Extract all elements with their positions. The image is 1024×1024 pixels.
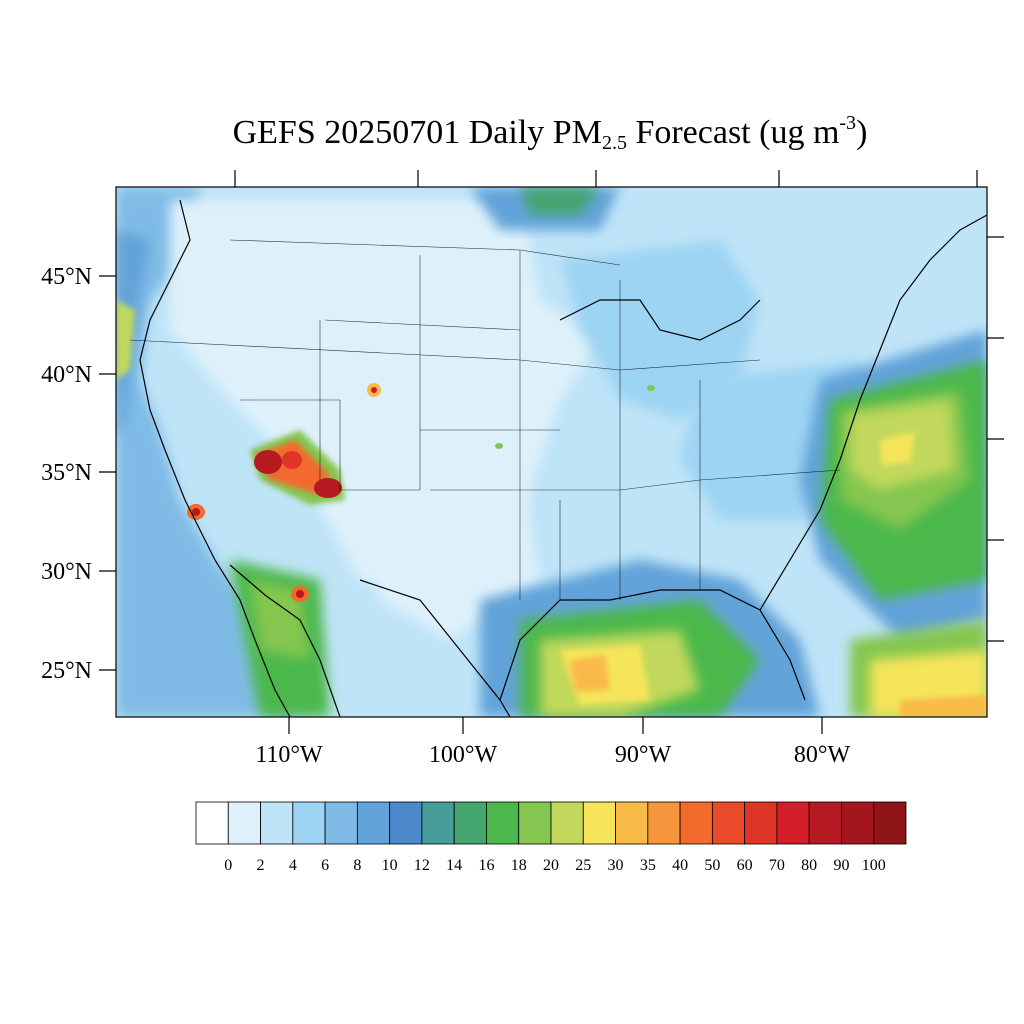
colorbar-label: 4 (289, 857, 297, 874)
colorbar-swatch (486, 801, 520, 845)
colorbar-label: 100 (862, 857, 886, 874)
colorbar-label: 10 (382, 857, 398, 874)
colorbar-label: 6 (321, 857, 329, 874)
lat-label-40: 40°N (41, 362, 92, 388)
colorbar-swatch (647, 801, 681, 845)
top-ticks (234, 170, 978, 187)
state-borders (129, 239, 841, 600)
colorbar-label: 2 (257, 857, 265, 874)
lat-label-45: 45°N (41, 264, 92, 290)
lon-label-90w: 90°W (615, 742, 672, 768)
colorbar-swatch (776, 801, 810, 845)
colorbar-label: 18 (511, 857, 527, 874)
colorbar-swatch (615, 801, 649, 845)
colorbar-swatch (711, 801, 746, 845)
colorbar-swatch (227, 801, 261, 845)
colorbar-label: 80 (801, 857, 817, 874)
colorbar-swatch (260, 801, 294, 845)
colorbar-swatch (324, 801, 358, 845)
colorbar-labels: 0 2 4 6 8 10 12 14 16 18 20 25 30 35 40 50 60 70 80 90 100 (224, 857, 885, 874)
colorbar-swatch (518, 801, 552, 845)
colorbar-swatch (744, 801, 778, 845)
title-end: ) (856, 114, 868, 151)
colorbar-label: 0 (224, 857, 232, 874)
lon-label-100w: 100°W (429, 742, 498, 768)
colorbar-swatch (292, 801, 326, 845)
colorbar-swatch (873, 801, 907, 845)
coastlines (139, 199, 987, 717)
colorbar-label: 60 (737, 857, 753, 874)
colorbar-label: 70 (769, 857, 785, 874)
colorbar-swatch (679, 801, 713, 845)
colorbar-label: 90 (833, 857, 849, 874)
colorbar-label: 50 (704, 857, 720, 874)
bottom-ticks (288, 717, 823, 734)
colorbar-swatch (808, 801, 842, 845)
title-subscript: 2.5 (601, 132, 627, 154)
lat-label-35: 35°N (41, 460, 92, 486)
colorbar-swatch (550, 801, 584, 845)
colorbar-label: 8 (353, 857, 361, 874)
colorbar-label: 25 (575, 857, 591, 874)
right-ticks (987, 236, 1004, 642)
lon-label-110w: 110°W (255, 742, 323, 768)
map-frame (115, 186, 988, 718)
colorbar-label: 12 (414, 857, 430, 874)
colorbar-swatch (453, 801, 487, 845)
colorbar-label: 35 (640, 857, 656, 874)
title-superscript: -3 (839, 112, 857, 134)
title-main: GEFS 20250701 Daily PM (232, 114, 602, 151)
left-ticks (99, 275, 116, 671)
colorbar-swatch (195, 801, 229, 845)
colorbar (195, 801, 907, 845)
colorbar-label: 40 (672, 857, 688, 874)
colorbar-swatch (356, 801, 391, 845)
fire-hotspots (187, 383, 655, 602)
colorbar-swatch (582, 801, 616, 845)
colorbar-swatch (421, 801, 455, 845)
colorbar-swatch (389, 801, 423, 845)
colorbar-label: 30 (608, 857, 624, 874)
colorbar-swatch (841, 801, 875, 845)
colorbar-label: 14 (446, 857, 462, 874)
lon-label-80w: 80°W (794, 742, 851, 768)
lat-label-30: 30°N (41, 559, 92, 585)
lat-label-25: 25°N (41, 658, 92, 684)
map-field (116, 187, 987, 717)
colorbar-label: 20 (543, 857, 559, 874)
title-mid: Forecast (ug m (626, 114, 840, 151)
map-title: GEFS 20250701 Daily PM2.5 Forecast (ug m… (0, 112, 1024, 155)
colorbar-label: 16 (478, 857, 494, 874)
